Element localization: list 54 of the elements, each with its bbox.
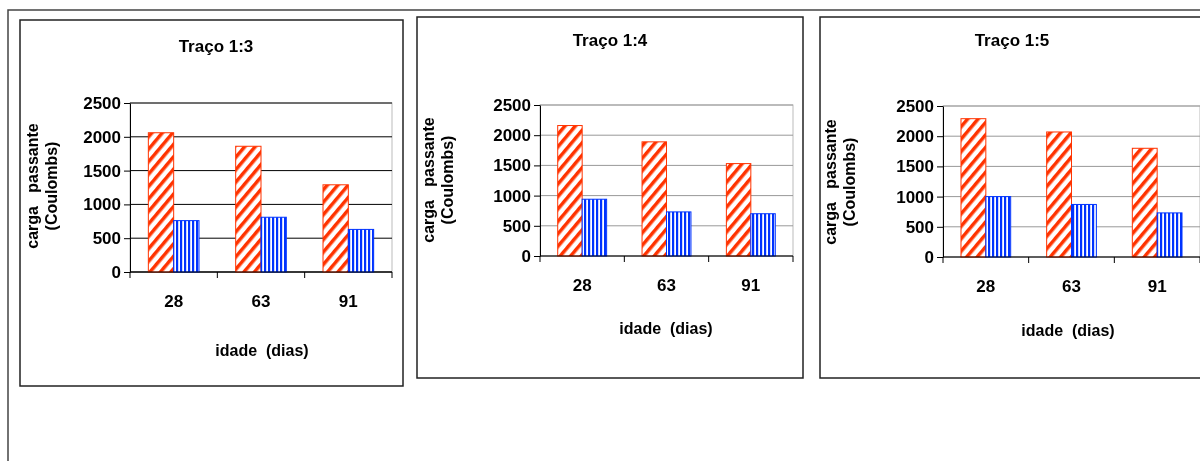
x-axis-title: idade (dias) <box>619 320 713 337</box>
chart-title: Traço 1:3 <box>178 37 254 56</box>
y-tick-label: 500 <box>92 229 121 249</box>
x-tick-label: 63 <box>1062 277 1081 296</box>
x-tick-label: 91 <box>338 292 358 311</box>
y-tick-label: 1000 <box>83 195 121 215</box>
bar <box>750 213 776 257</box>
bar <box>347 228 375 273</box>
x-tick-label: 91 <box>1147 277 1167 296</box>
x-tick-label: 63 <box>251 292 271 311</box>
y-axis-title: carga passante (Coulombs) <box>420 117 456 243</box>
bar <box>235 145 262 273</box>
y-tick-label: 2500 <box>896 96 934 116</box>
bar <box>666 211 692 257</box>
bar <box>1071 203 1097 258</box>
chart-title: Traço 1:5 <box>974 31 1050 50</box>
y-tick-label: 2500 <box>83 93 121 113</box>
bar <box>725 163 752 257</box>
chart-title: Traço 1:4 <box>572 31 648 50</box>
x-tick-label: 28 <box>164 292 184 311</box>
bar <box>581 198 608 257</box>
bar <box>985 196 1012 258</box>
x-axis-title: idade (dias) <box>1021 322 1115 339</box>
bar <box>260 216 287 273</box>
y-tick-label: 2000 <box>493 126 531 146</box>
bar <box>557 125 583 257</box>
y-tick-label: 1500 <box>83 161 121 181</box>
y-tick-label: 2000 <box>896 127 934 147</box>
y-tick-label: 2500 <box>493 95 531 115</box>
y-axis-title: carga passante (Coulombs) <box>822 119 858 245</box>
y-tick-label: 1500 <box>896 157 934 177</box>
y-tick-label: 0 <box>521 246 531 266</box>
bar <box>1156 212 1183 258</box>
y-tick-label: 0 <box>924 247 934 267</box>
y-tick-label: 2000 <box>83 127 121 147</box>
bar <box>641 141 667 257</box>
bar <box>173 220 200 273</box>
x-tick-label: 28 <box>572 276 592 295</box>
y-tick-label: 500 <box>502 216 531 236</box>
x-tick-label: 28 <box>976 277 996 296</box>
y-axis-title: carga passante (Coulombs) <box>24 123 60 249</box>
bar <box>960 118 987 258</box>
x-tick-label: 63 <box>657 276 676 295</box>
y-tick-label: 1000 <box>896 187 934 207</box>
y-tick-label: 1000 <box>493 186 531 206</box>
bar <box>147 132 175 273</box>
x-axis-title: idade (dias) <box>215 342 309 359</box>
y-tick-label: 500 <box>905 217 934 237</box>
x-tick-label: 91 <box>741 276 761 295</box>
bar <box>1046 131 1072 258</box>
bar <box>322 184 349 273</box>
y-tick-label: 0 <box>111 262 121 282</box>
y-tick-label: 1500 <box>493 156 531 176</box>
bar <box>1131 147 1158 258</box>
